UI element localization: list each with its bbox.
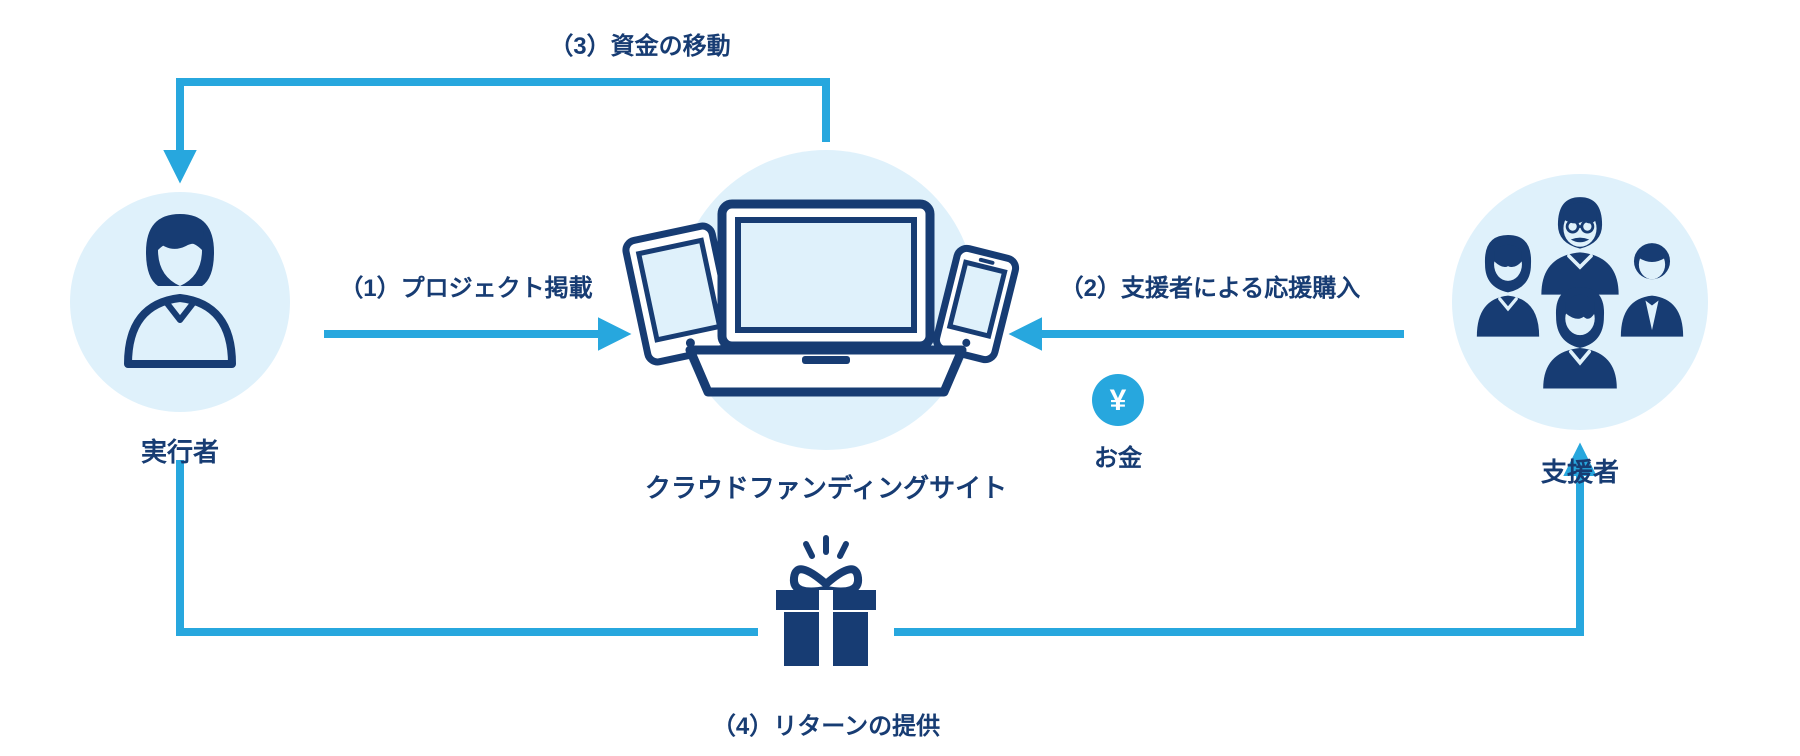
- platform-label: クラウドファンディングサイト: [576, 468, 1076, 505]
- step1-label: （1）プロジェクト掲載: [316, 268, 616, 303]
- money-label: お金: [1068, 438, 1168, 473]
- step4-label: （4）リターンの提供: [686, 706, 966, 741]
- step3-label: （3）資金の移動: [520, 26, 760, 61]
- supporters-label: 支援者: [1480, 452, 1680, 489]
- diagram-svg: ¥: [0, 0, 1800, 756]
- step2-label: （2）支援者による応援購入: [1040, 268, 1380, 303]
- edge-step3: [180, 82, 826, 170]
- gift-icon: [776, 538, 876, 666]
- svg-text:¥: ¥: [1110, 384, 1127, 417]
- money-icon: ¥: [1092, 374, 1144, 426]
- diagram-stage: ¥ 実行者 クラウドファンディングサイト 支援者 お金 （1）プロジェクト掲載 …: [0, 0, 1800, 756]
- executor-label: 実行者: [80, 432, 280, 469]
